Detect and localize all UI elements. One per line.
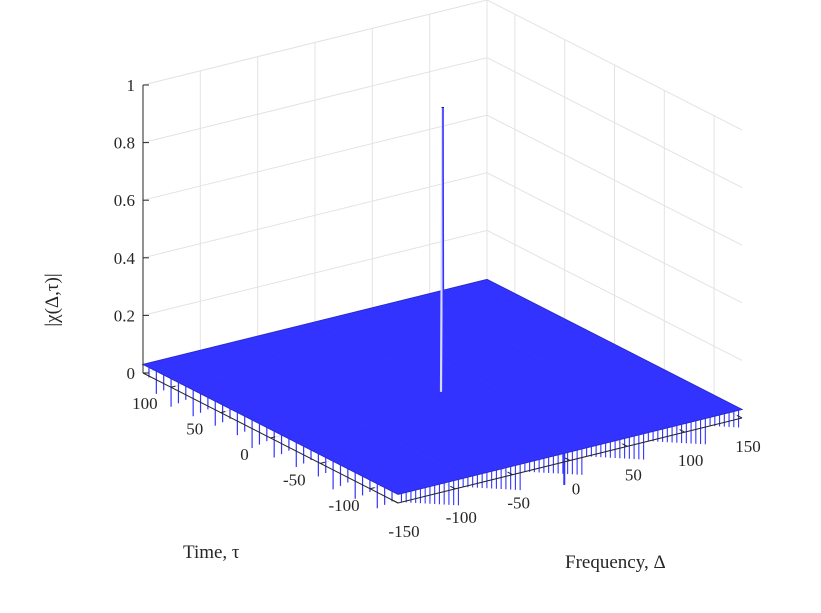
y-tick-label: 50 bbox=[186, 420, 203, 439]
surface-mesh-line bbox=[349, 313, 605, 444]
axes-layer bbox=[142, 84, 743, 504]
x-tick-label: -50 bbox=[507, 494, 530, 513]
surface-layer bbox=[141, 107, 744, 509]
x-tick bbox=[450, 485, 456, 490]
y-tick bbox=[220, 410, 226, 414]
surface-mesh-line bbox=[314, 321, 571, 453]
surface-mesh-line bbox=[418, 296, 674, 427]
x-tick bbox=[679, 429, 685, 433]
peak-highlight bbox=[439, 107, 444, 392]
x-tick-label: -150 bbox=[388, 522, 419, 541]
y-axis-title: Time, τ bbox=[183, 542, 240, 563]
surface-mesh-line bbox=[177, 355, 433, 487]
surface-mesh-line bbox=[383, 304, 639, 436]
surface-mesh-line bbox=[246, 338, 502, 470]
x-tick bbox=[507, 471, 513, 476]
surface-mesh-line bbox=[452, 287, 708, 419]
y-tick bbox=[320, 461, 326, 464]
x-tick-label: -100 bbox=[446, 508, 477, 527]
x-tick bbox=[392, 500, 399, 504]
y-tick-label: 0 bbox=[240, 445, 249, 464]
z-tick-label: 0.2 bbox=[114, 306, 135, 325]
x-tick-label: 150 bbox=[735, 437, 761, 456]
x-tick-label: 50 bbox=[625, 465, 642, 484]
y-tick-label: -100 bbox=[329, 496, 360, 515]
y-tick bbox=[270, 436, 276, 439]
z-tick-label: 1 bbox=[127, 76, 136, 95]
peak-spike bbox=[442, 107, 445, 392]
surface-mesh-line bbox=[280, 330, 536, 461]
x-tick-label: 100 bbox=[678, 451, 704, 470]
x-tick bbox=[622, 443, 628, 447]
z-tick-label: 0 bbox=[127, 364, 136, 383]
z-tick-label: 0.4 bbox=[114, 249, 136, 268]
surface-mesh-line bbox=[211, 347, 467, 478]
x-tick-label: 0 bbox=[572, 480, 581, 499]
z-tick-label: 0.8 bbox=[114, 134, 135, 153]
x-tick bbox=[736, 415, 743, 419]
y-tick-label: 100 bbox=[132, 394, 158, 413]
z-axis-title: |χ(Δ,τ)| bbox=[42, 273, 63, 326]
x-axis-title: Frequency, Δ bbox=[565, 552, 666, 573]
labels-layer: 0 0.2 0.4 0.6 0.8 1 -150 -100 -50 0 50 100 150 -100 -5… bbox=[114, 76, 761, 541]
x-tick bbox=[564, 457, 571, 461]
z-tick-label: 0.6 bbox=[114, 191, 135, 210]
y-tick-label: -50 bbox=[283, 470, 306, 489]
y-tick bbox=[170, 385, 176, 388]
y-tick bbox=[369, 487, 375, 490]
